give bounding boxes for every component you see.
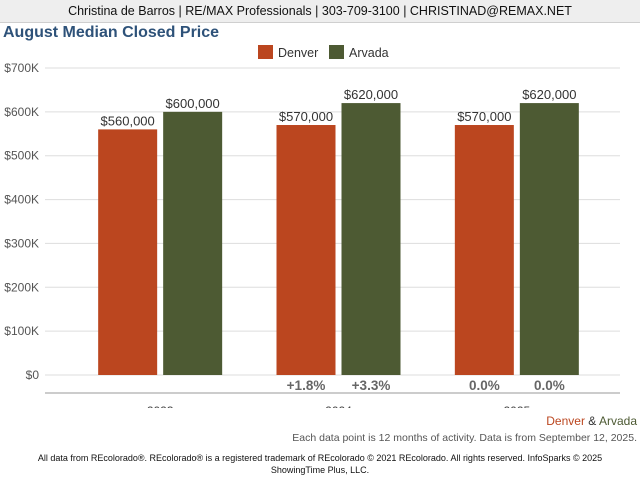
data-label: $570,000	[457, 109, 511, 124]
data-label: $560,000	[101, 113, 155, 128]
data-label: $600,000	[166, 96, 220, 111]
data-label: $620,000	[522, 87, 576, 102]
legend-label-arvada: Arvada	[349, 46, 389, 60]
y-tick-label: $500K	[4, 149, 39, 163]
bar-arvada-2025	[519, 103, 579, 376]
source-arvada: Arvada	[598, 414, 637, 428]
chart-title: August Median Closed Price	[3, 24, 220, 41]
change-label: 0.0%	[534, 378, 565, 393]
bar-denver-2023	[98, 129, 158, 375]
bar-denver-2025	[454, 125, 514, 375]
series-source-line: Denver & Arvada	[546, 414, 637, 428]
y-tick-label: $400K	[4, 193, 39, 207]
x-tick-label: 2023	[147, 404, 174, 408]
y-tick-label: $600K	[4, 105, 39, 119]
y-tick-label: $200K	[4, 280, 39, 294]
legend-label-denver: Denver	[278, 46, 318, 60]
source-denver: Denver	[546, 414, 585, 428]
legend-swatch-arvada	[329, 45, 344, 59]
change-label: +3.3%	[352, 378, 391, 393]
contact-header: Christina de Barros | RE/MAX Professiona…	[0, 0, 640, 23]
data-label: $620,000	[344, 87, 398, 102]
change-label: +1.8%	[287, 378, 326, 393]
legend-swatch-denver	[258, 45, 273, 59]
footer-copyright: All data from REcolorado®. REcolorado® i…	[37, 453, 603, 475]
y-tick-label: $300K	[4, 236, 39, 250]
y-tick-label: $700K	[4, 61, 39, 75]
source-amp: &	[584, 414, 599, 428]
y-tick-label: $0	[26, 368, 40, 382]
data-note: Each data point is 12 months of activity…	[292, 432, 637, 444]
change-label: 0.0%	[469, 378, 500, 393]
x-tick-label: 2025	[503, 404, 530, 408]
x-tick-label: 2024	[325, 404, 352, 408]
bar-denver-2024	[276, 125, 336, 375]
data-label: $570,000	[279, 109, 333, 124]
bar-arvada-2024	[341, 103, 401, 376]
bar-chart: $0 $100K $200K $300K $400K $500K $600K $700K Den…	[4, 45, 620, 408]
y-tick-label: $100K	[4, 324, 39, 338]
bar-arvada-2023	[163, 111, 223, 375]
